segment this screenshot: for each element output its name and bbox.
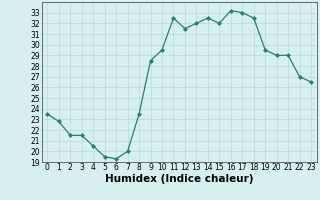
X-axis label: Humidex (Indice chaleur): Humidex (Indice chaleur) [105, 174, 253, 184]
